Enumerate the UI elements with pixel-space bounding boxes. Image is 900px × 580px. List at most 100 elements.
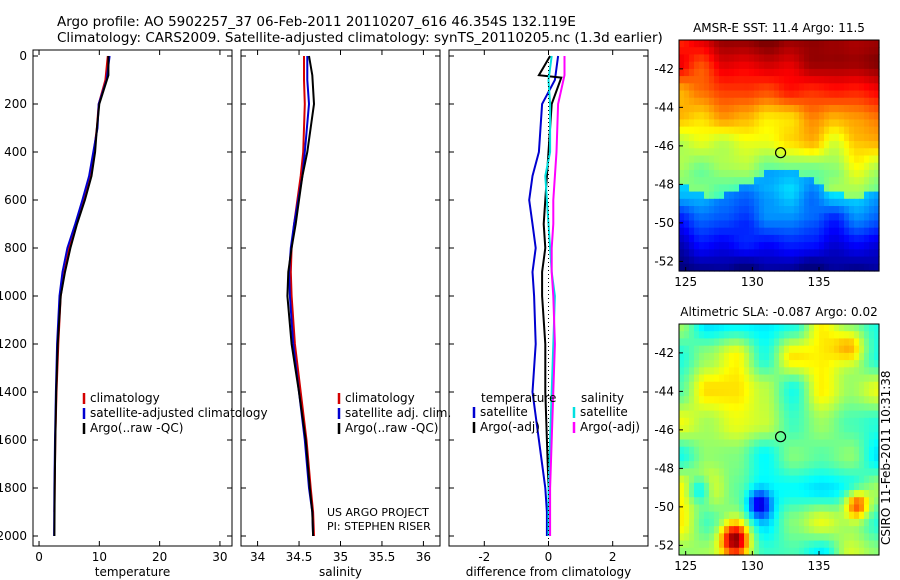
sst-map-cell bbox=[729, 54, 735, 63]
sla-map-cell bbox=[719, 482, 725, 491]
sla-map-cell bbox=[769, 367, 775, 376]
sst-map-cell bbox=[754, 61, 760, 70]
sst-map-cell bbox=[834, 97, 840, 106]
sst-map-cell bbox=[809, 227, 815, 236]
sst-map-cell bbox=[829, 177, 835, 185]
sla-map-cell bbox=[729, 331, 735, 340]
sla-map-argo-marker bbox=[774, 431, 787, 443]
sst-map-cell bbox=[689, 169, 695, 178]
sla-map-cell bbox=[759, 497, 765, 506]
sst-map-cell bbox=[829, 249, 835, 258]
sst-map-cell bbox=[729, 104, 735, 113]
sst-map-cell bbox=[699, 227, 705, 236]
sst-map-cell bbox=[724, 40, 730, 48]
sla-map-cell bbox=[709, 381, 715, 390]
sla-map-cell bbox=[819, 482, 825, 491]
sst-map-cell bbox=[809, 148, 815, 157]
sst-map-cell bbox=[804, 141, 810, 149]
sst-map-cell bbox=[789, 119, 795, 128]
sst-map-cell bbox=[714, 68, 720, 77]
sst-map-cell bbox=[804, 83, 810, 92]
sla-map-cell bbox=[804, 439, 810, 448]
sst-map-cell bbox=[719, 184, 725, 193]
sst-map-cell bbox=[859, 227, 865, 236]
sla-map-cell bbox=[859, 417, 865, 426]
sst-map-cell bbox=[679, 90, 685, 99]
sla-map-cell bbox=[799, 425, 805, 433]
sst-map-cell bbox=[724, 191, 730, 200]
sst-map-cell bbox=[759, 119, 765, 128]
sst-map-cell bbox=[764, 119, 770, 128]
sla-map-cell bbox=[759, 374, 765, 383]
sla-map-cell bbox=[684, 461, 690, 469]
sla-map-cell bbox=[704, 490, 710, 498]
sla-map-cell bbox=[689, 446, 695, 455]
sla-map-cell bbox=[789, 425, 795, 433]
sst-map-cell bbox=[819, 97, 825, 106]
sla-map-cell bbox=[804, 388, 810, 397]
sst-map-cell bbox=[859, 90, 865, 99]
sst-map-cell bbox=[679, 61, 685, 70]
sst-map-cell bbox=[844, 213, 850, 222]
sla-map-cell bbox=[724, 360, 730, 368]
sst-map-cell bbox=[874, 177, 880, 185]
sst-map-cell bbox=[769, 83, 775, 92]
sla-map-cell bbox=[859, 410, 865, 419]
sla-map-cell bbox=[814, 410, 820, 419]
sla-map-cell bbox=[849, 490, 855, 498]
sla-map-cell bbox=[754, 497, 760, 506]
sla-map-cell bbox=[784, 453, 790, 462]
sst-map-cell bbox=[739, 54, 745, 63]
sla-map-cell bbox=[779, 324, 785, 332]
sst-map-cell bbox=[789, 68, 795, 77]
sst-map-cell bbox=[849, 191, 855, 200]
sla-map-cell bbox=[799, 374, 805, 383]
sst-map-cell bbox=[869, 206, 875, 214]
sla-map-cell bbox=[839, 497, 845, 506]
sst-map-cell bbox=[849, 133, 855, 142]
sst-map-cell bbox=[794, 220, 800, 229]
sla-map-cell bbox=[764, 540, 770, 549]
sla-map-cell bbox=[819, 446, 825, 455]
sla-map-cell bbox=[824, 504, 830, 513]
sla-map-cell bbox=[799, 388, 805, 397]
sla-map-cell bbox=[719, 526, 725, 534]
sla-map-cell bbox=[709, 547, 715, 556]
sla-map-cell bbox=[829, 381, 835, 390]
sst-map-cell bbox=[829, 220, 835, 229]
sla-map-cell bbox=[814, 526, 820, 534]
sla-map-cell bbox=[869, 518, 875, 527]
sst-map-cell bbox=[724, 213, 730, 222]
sla-map-cell bbox=[699, 417, 705, 426]
sst-map-cell bbox=[784, 119, 790, 128]
sla-map-cell bbox=[754, 461, 760, 469]
sla-map-cell bbox=[694, 410, 700, 419]
sst-map-cell bbox=[804, 155, 810, 164]
sla-map-cell bbox=[859, 468, 865, 477]
sst-map-cell bbox=[734, 155, 740, 164]
sst-map-cell bbox=[764, 184, 770, 193]
sla-map-cell bbox=[754, 526, 760, 534]
sla-map-cell bbox=[759, 388, 765, 397]
sst-map-cell bbox=[759, 133, 765, 142]
sst-map-cell bbox=[819, 83, 825, 92]
sla-map-cell bbox=[724, 453, 730, 462]
sst-map-cell bbox=[759, 61, 765, 70]
sst-map-cell bbox=[719, 40, 725, 48]
sst-map-cell bbox=[709, 169, 715, 178]
sst-map-cell bbox=[729, 242, 735, 250]
sla-map-cell bbox=[829, 490, 835, 498]
sla-map-cell bbox=[769, 381, 775, 390]
sst-map-cell bbox=[859, 61, 865, 70]
sst-map-cell bbox=[784, 184, 790, 193]
sla-map-cell bbox=[834, 345, 840, 354]
sst-map-cell bbox=[689, 249, 695, 258]
sst-map-cell bbox=[794, 90, 800, 99]
sst-map-cell bbox=[684, 198, 690, 207]
sst-map-cell bbox=[754, 242, 760, 250]
sla-map-cell bbox=[834, 403, 840, 412]
sla-map-cell bbox=[849, 338, 855, 347]
sla-map-cell bbox=[709, 497, 715, 506]
sla-map-cell bbox=[714, 475, 720, 484]
sla-map-cell bbox=[769, 345, 775, 354]
